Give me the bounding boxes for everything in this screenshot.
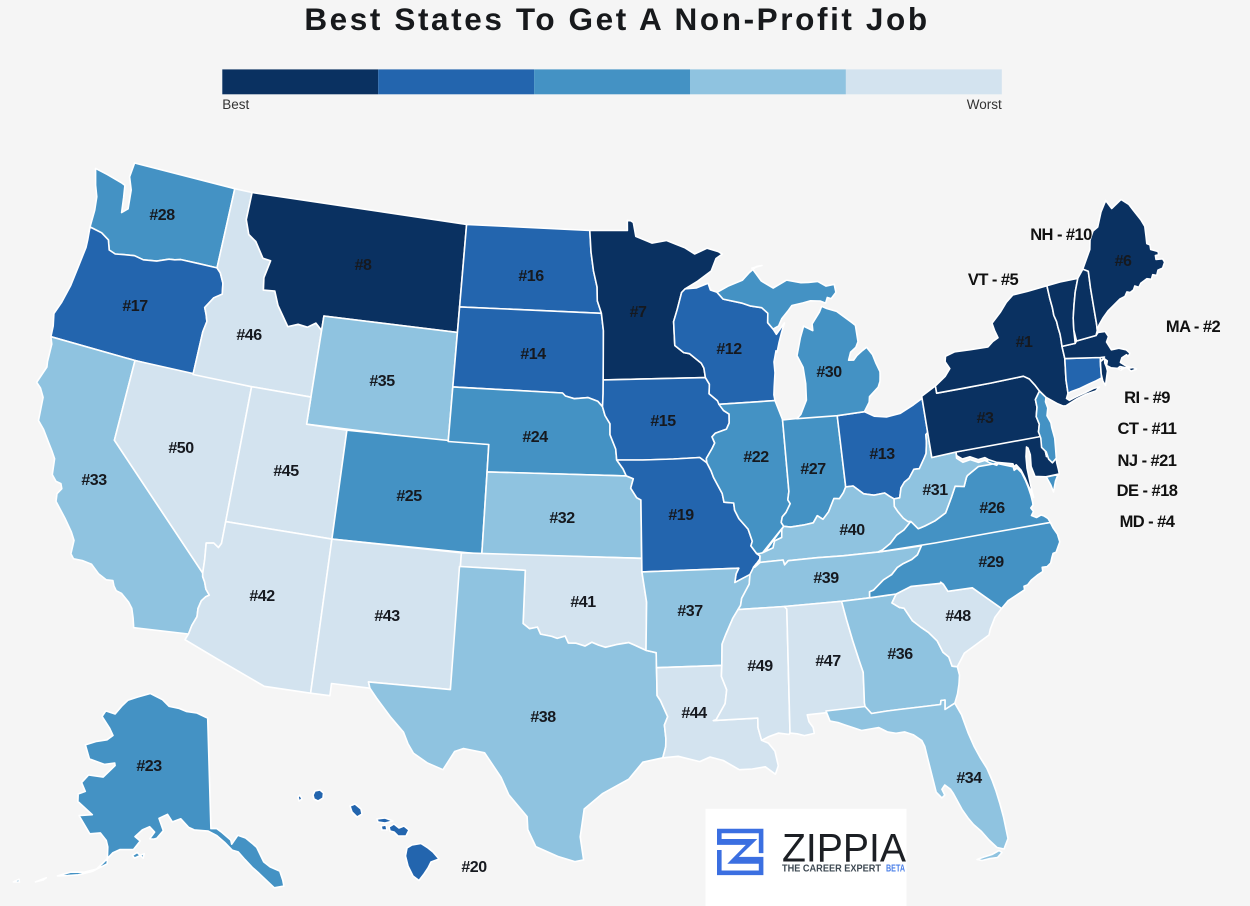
svg-text:#48: #48 — [945, 608, 971, 625]
svg-text:#22: #22 — [743, 449, 769, 466]
svg-text:#14: #14 — [520, 346, 546, 363]
svg-text:#1: #1 — [1016, 334, 1033, 351]
svg-text:#20: #20 — [461, 859, 487, 876]
svg-text:MD - #4: MD - #4 — [1120, 513, 1176, 531]
svg-text:#47: #47 — [815, 653, 841, 670]
svg-text:MA - #2: MA - #2 — [1166, 318, 1221, 336]
svg-text:#3: #3 — [977, 410, 994, 427]
svg-text:DE - #18: DE - #18 — [1117, 482, 1178, 500]
svg-text:BETA: BETA — [886, 862, 905, 874]
svg-text:#31: #31 — [922, 482, 948, 499]
svg-text:#38: #38 — [530, 709, 556, 726]
svg-text:#15: #15 — [650, 413, 676, 430]
svg-text:#23: #23 — [136, 758, 162, 775]
svg-text:#7: #7 — [630, 304, 647, 321]
svg-text:#41: #41 — [570, 594, 596, 611]
svg-text:#16: #16 — [518, 268, 544, 285]
svg-text:#39: #39 — [813, 570, 839, 587]
svg-text:#17: #17 — [122, 298, 148, 315]
svg-text:#8: #8 — [355, 257, 372, 274]
svg-text:#46: #46 — [236, 327, 262, 344]
svg-text:#49: #49 — [747, 658, 773, 675]
svg-text:#40: #40 — [839, 522, 865, 539]
svg-text:#44: #44 — [681, 705, 707, 722]
svg-text:#36: #36 — [887, 646, 913, 663]
svg-text:ZIPPIA: ZIPPIA — [782, 827, 906, 871]
svg-text:#34: #34 — [956, 770, 982, 787]
svg-text:#45: #45 — [273, 463, 299, 480]
svg-text:#24: #24 — [522, 429, 548, 446]
svg-text:Best States To Get A Non-Profi: Best States To Get A Non-Profit Job — [304, 1, 929, 37]
svg-text:#32: #32 — [549, 510, 575, 527]
svg-text:THE CAREER EXPERT: THE CAREER EXPERT — [782, 862, 882, 874]
svg-text:#35: #35 — [369, 373, 395, 390]
svg-text:#33: #33 — [81, 472, 107, 489]
svg-text:#42: #42 — [249, 588, 275, 605]
svg-text:#37: #37 — [677, 603, 703, 620]
svg-text:NH - #10: NH - #10 — [1030, 226, 1092, 244]
svg-text:#25: #25 — [396, 488, 422, 505]
svg-text:#28: #28 — [149, 207, 175, 224]
svg-text:#43: #43 — [374, 608, 400, 625]
svg-text:RI - #9: RI - #9 — [1124, 389, 1170, 407]
svg-text:VT - #5: VT - #5 — [968, 271, 1019, 289]
svg-text:#6: #6 — [1115, 253, 1132, 270]
svg-text:Best: Best — [222, 97, 249, 112]
svg-text:#27: #27 — [800, 461, 826, 478]
svg-text:#29: #29 — [978, 554, 1004, 571]
svg-text:#30: #30 — [816, 364, 842, 381]
svg-text:NJ - #21: NJ - #21 — [1118, 452, 1177, 470]
svg-text:#26: #26 — [979, 500, 1005, 517]
svg-text:#12: #12 — [716, 341, 742, 358]
svg-text:CT - #11: CT - #11 — [1118, 420, 1177, 438]
svg-text:#50: #50 — [168, 440, 194, 457]
svg-text:#13: #13 — [869, 446, 895, 463]
svg-text:#19: #19 — [668, 507, 694, 524]
svg-text:Worst: Worst — [967, 97, 1002, 112]
